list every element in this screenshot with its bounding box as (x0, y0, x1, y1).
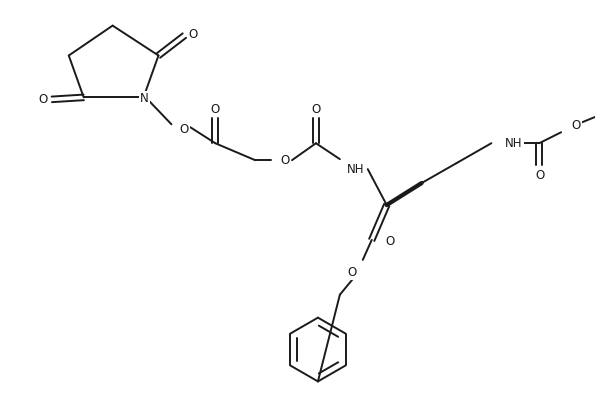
Text: NH: NH (347, 163, 365, 176)
Text: O: O (281, 153, 290, 167)
Text: NH: NH (505, 137, 523, 150)
Text: N: N (140, 92, 149, 105)
Text: O: O (189, 28, 198, 41)
Text: O: O (38, 93, 48, 106)
Text: O: O (210, 103, 220, 116)
Text: O: O (536, 168, 545, 182)
Text: O: O (572, 119, 581, 132)
Text: O: O (385, 235, 395, 249)
Text: O: O (347, 266, 356, 279)
Text: O: O (311, 103, 321, 116)
Text: O: O (180, 123, 189, 136)
